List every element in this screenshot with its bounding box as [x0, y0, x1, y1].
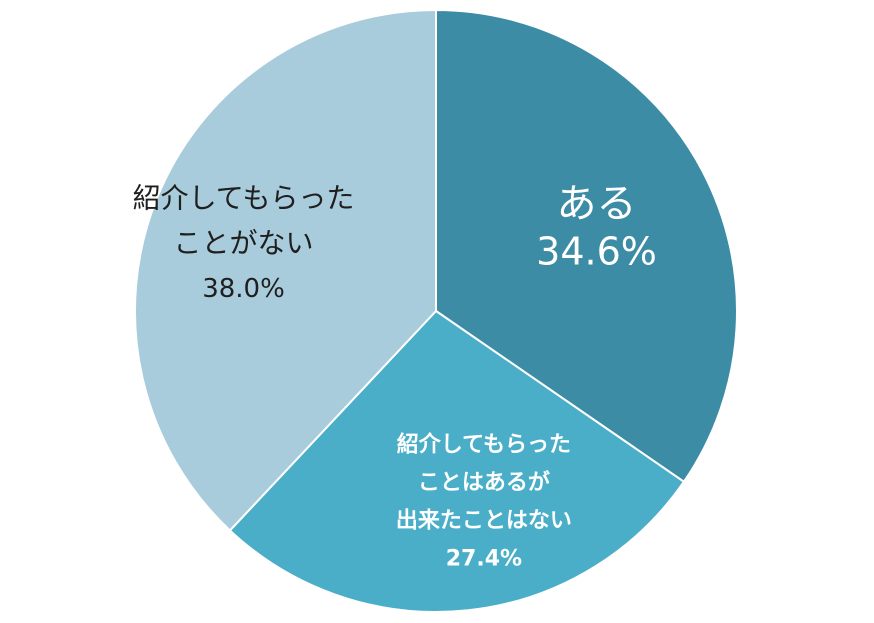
pie-slice-2	[134, 8, 437, 532]
slice-value-label: 38.0%	[202, 274, 285, 304]
slice-value-label: 34.6%	[536, 229, 657, 273]
pie-slice-1	[228, 309, 686, 613]
pie-slice-0	[435, 8, 738, 484]
slice-name-line: ことがない	[173, 226, 313, 259]
slice-name-line: 紹介してもらった	[397, 432, 571, 458]
slice-name-line: 出来たことはない	[396, 509, 572, 534]
slice-value-label: 27.4%	[446, 547, 522, 572]
slice-name-line: 紹介してもらった	[133, 181, 355, 214]
slice-name-line: ある	[557, 181, 637, 227]
slice-name-line: ことはあるが	[418, 470, 550, 496]
